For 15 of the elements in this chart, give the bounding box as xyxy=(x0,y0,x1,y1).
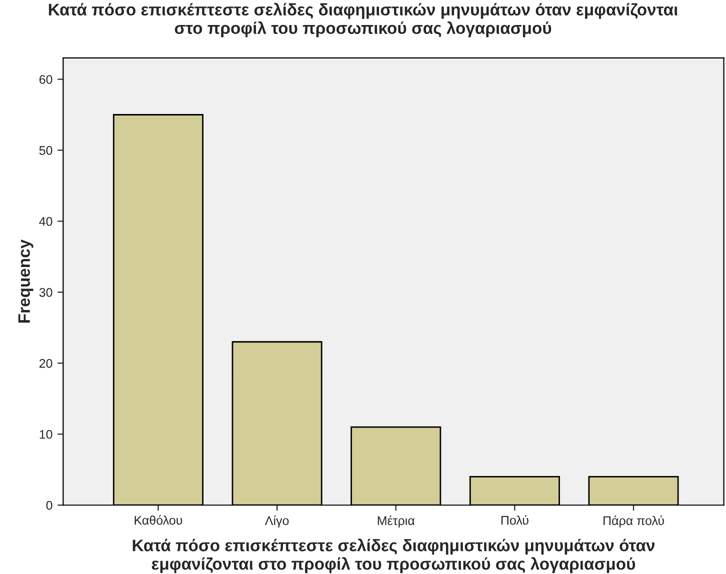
y-tick-label: 40 xyxy=(39,217,52,226)
x-tick-label: Καθόλου xyxy=(134,515,182,525)
x-tick-label: Πάρα πολύ xyxy=(604,516,664,528)
y-tick-label: 0 xyxy=(46,500,52,510)
x-axis-title: Κατά πόσο επισκέπτεστε σελίδες διαφημιστικών μηνυμάτων όταν εμφανίζονται στο προφίλ του προσωπικού σας λογαριασμού xyxy=(132,538,655,574)
y-tick-label: 60 xyxy=(39,75,52,84)
y-tick-label: 50 xyxy=(39,146,52,155)
y-tick-label: 30 xyxy=(39,288,52,297)
y-tick-label: 20 xyxy=(39,358,52,368)
chart-title: Κατά πόσο επισκέπτεστε σελίδες διαφημιστικών μηνυμάτων όταν εμφανίζονται στο προφίλ του προσωπικού σας λογαριασμού xyxy=(48,2,678,38)
x-tick-label: Λίγο xyxy=(264,516,289,528)
y-axis-title: Frequency xyxy=(18,239,34,323)
x-tick-label: Μέτρια xyxy=(378,516,415,528)
x-tick-label: Πολύ xyxy=(501,515,528,525)
y-tick-label: 10 xyxy=(40,430,52,439)
